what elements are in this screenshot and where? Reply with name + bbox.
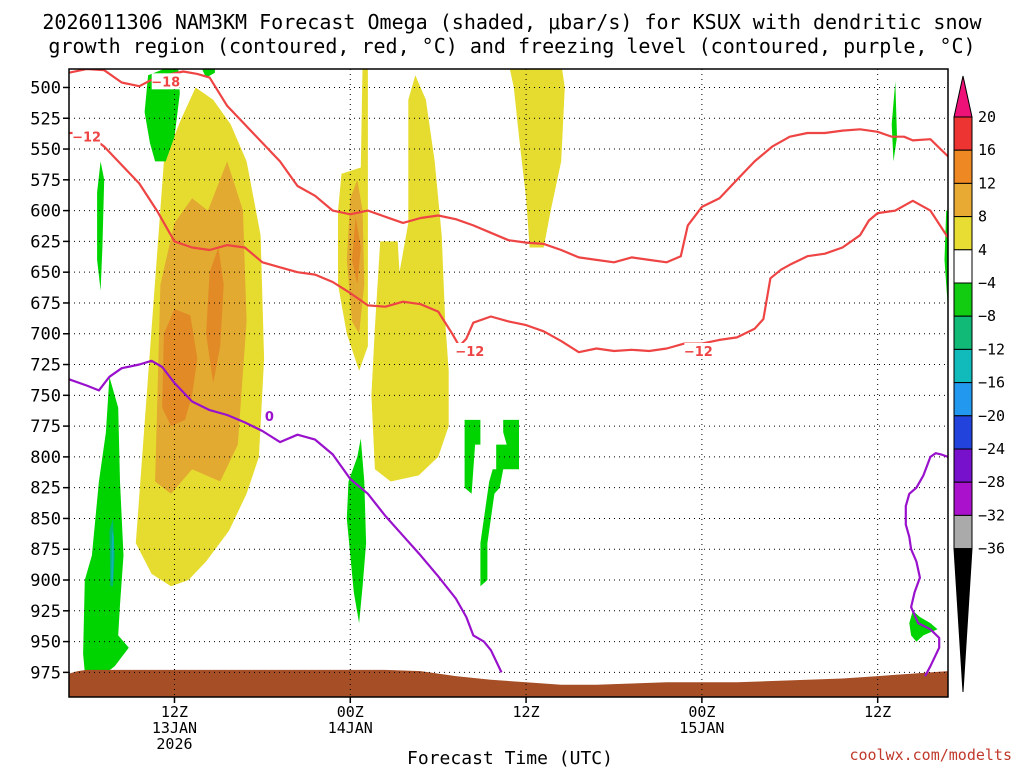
omega-shade-8: [352, 216, 361, 285]
x-tick-label: 2026: [156, 735, 192, 753]
omega-shade-3: [509, 69, 565, 248]
colorbar-label: 12: [978, 174, 996, 192]
colorbar-segment: [953, 481, 973, 516]
y-axis: 500 525 550 575 600 625 650 675 700 725 750 775 800 8…: [30, 78, 69, 683]
y-tick-label: 575: [30, 171, 61, 191]
x-tick-label: 00Z: [337, 703, 364, 721]
omega-shade-10: [97, 161, 105, 291]
colorbar-label: 16: [978, 141, 996, 159]
x-tick-label: 15JAN: [679, 719, 724, 737]
contour-line-0: [69, 69, 948, 264]
omega-shade-20: [111, 530, 114, 580]
chart-title-line-1: 2026011306 NAM3KM Forecast Omega (shaded…: [42, 10, 982, 34]
y-tick-label: 750: [30, 386, 61, 406]
x-tick-label: 14JAN: [328, 719, 373, 737]
colorbar-bottom-arrow: [953, 548, 973, 693]
omega-shade-13: [346, 438, 367, 624]
colorbar-segment: [953, 116, 973, 151]
y-tick-label: 675: [30, 294, 61, 314]
y-tick-label: 550: [30, 140, 61, 160]
y-tick-label: 650: [30, 263, 61, 283]
colorbar-segment: [953, 415, 973, 450]
contour-label: −12: [72, 131, 101, 146]
contour-label-bg: [263, 408, 276, 425]
colorbar-segment: [953, 282, 973, 317]
x-tick-label: 12Z: [161, 703, 188, 721]
plot-frame: [68, 68, 949, 698]
contour-line-2: [69, 359, 503, 673]
colorbar-segment: [953, 315, 973, 350]
omega-shade-14: [464, 419, 481, 494]
contour-label-layer: −18 −12 −12 −12 0: [72, 73, 713, 425]
y-tick-label: 925: [30, 602, 61, 622]
colorbar-label: −4: [978, 274, 996, 292]
colorbar-label: −8: [978, 307, 996, 325]
y-tick-label: 775: [30, 417, 61, 437]
colorbar-label: −24: [978, 440, 1005, 458]
y-tick-label: 700: [30, 325, 61, 345]
x-tick-label: 12Z: [513, 703, 540, 721]
colorbar-label: 4: [978, 241, 987, 259]
y-tick-label: 850: [30, 509, 61, 529]
y-tick-label: 600: [30, 202, 61, 222]
colorbar-segment: [953, 249, 973, 284]
y-tick-label: 525: [30, 109, 61, 129]
contour-label: −12: [455, 345, 484, 360]
omega-shade-16: [891, 81, 897, 162]
terrain-layer: [69, 669, 948, 697]
x-tick-label: 00Z: [688, 703, 715, 721]
y-tick-label: 800: [30, 448, 61, 468]
contour-label: 0: [265, 410, 274, 425]
y-tick-label: 875: [30, 540, 61, 560]
colorbar-legend: 20 16 12 8 4 −4 −8 −12 −16 −20 −24 −28 −32 −36: [953, 75, 1005, 693]
colorbar-label: 8: [978, 208, 987, 226]
contour-line-1: [69, 131, 948, 354]
colorbar-top-arrow: [953, 75, 973, 118]
colorbar-segment: [953, 382, 973, 417]
y-tick-label: 975: [30, 663, 61, 683]
credit-text: coolwx.com/modelts: [849, 746, 1012, 764]
colorbar-segment: [953, 514, 973, 550]
omega-shade-11: [144, 69, 180, 162]
colorbar-segment: [953, 216, 973, 251]
contour-label-bg: [151, 73, 180, 90]
contour-label: −12: [684, 345, 713, 360]
colorbar-segment: [953, 348, 973, 384]
colorbar-segment: [953, 448, 973, 483]
omega-shade-7: [206, 247, 224, 383]
contour-label-bg: [455, 342, 484, 359]
y-tick-label: 625: [30, 232, 61, 252]
terrain-fill: [69, 669, 948, 697]
x-tick-label: 12Z: [864, 703, 891, 721]
omega-shading-layer: [83, 69, 948, 679]
x-tick-label: 13JAN: [152, 719, 197, 737]
omega-shade-15: [480, 419, 519, 587]
colorbar-label: −28: [978, 473, 1005, 491]
omega-shade-2: [371, 75, 449, 482]
contour-label: −18: [151, 75, 180, 90]
contour-label-bg: [72, 128, 101, 145]
x-axis-label: Forecast Time (UTC): [407, 748, 613, 768]
chart-title-line-2: growth region (contoured, red, °C) and f…: [48, 34, 975, 58]
omega-shade-9: [83, 376, 129, 679]
colorbar-label: −36: [978, 540, 1005, 558]
y-tick-label: 725: [30, 356, 61, 376]
contour-label-bg: [684, 342, 713, 359]
contour-line-3: [904, 452, 948, 677]
colorbar-label: −16: [978, 374, 1005, 392]
colorbar-label: −20: [978, 407, 1005, 425]
colorbar-segment: [953, 182, 973, 218]
colorbar-label: −12: [978, 340, 1005, 358]
y-tick-label: 950: [30, 633, 61, 653]
colorbar-label: 20: [978, 108, 996, 126]
y-tick-label: 900: [30, 571, 61, 591]
contour-layer: [69, 69, 948, 677]
y-tick-label: 825: [30, 479, 61, 499]
y-tick-label: 500: [30, 78, 61, 98]
colorbar-label: −32: [978, 506, 1005, 524]
colorbar-segment: [953, 149, 973, 184]
